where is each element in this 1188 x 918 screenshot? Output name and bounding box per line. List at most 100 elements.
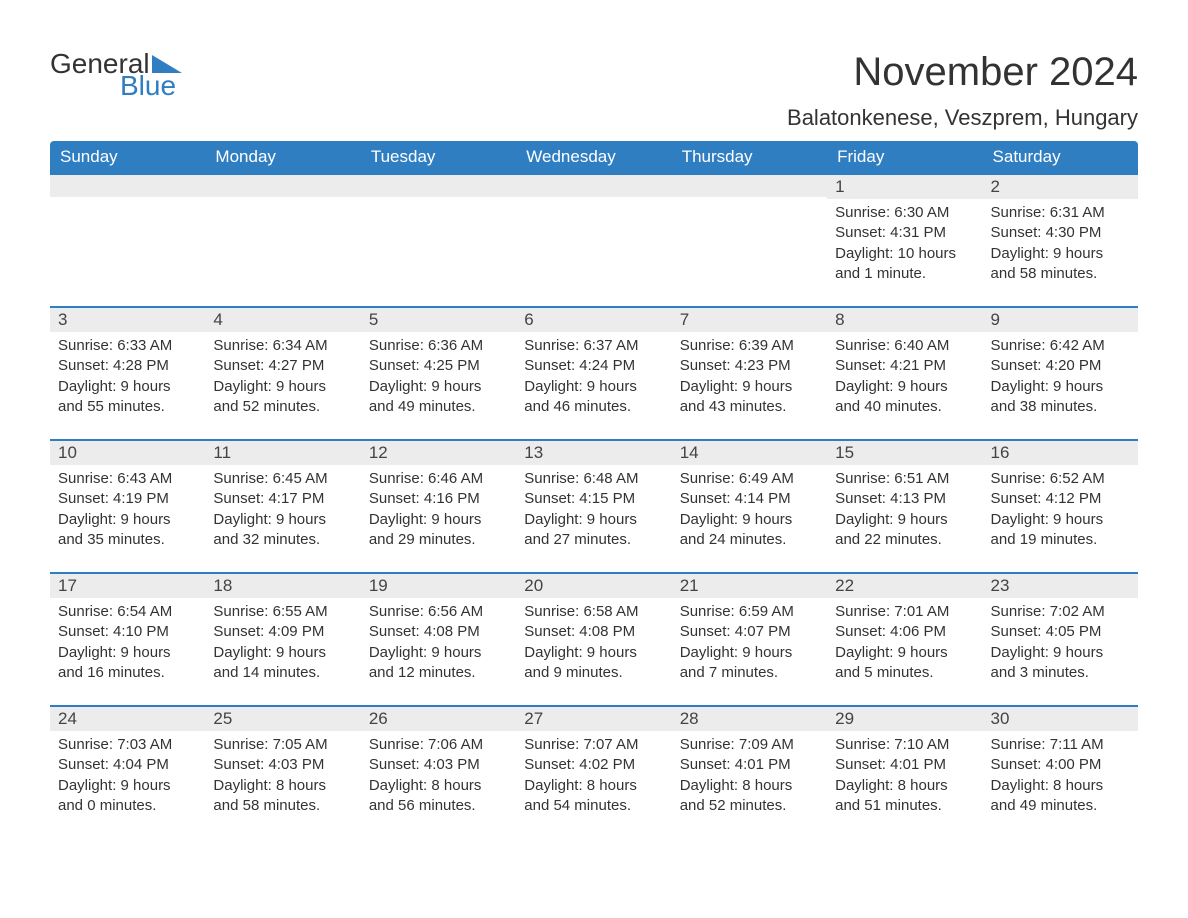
day-cell: 4Sunrise: 6:34 AMSunset: 4:27 PMDaylight… [205,306,360,439]
empty-day-strip [50,173,205,197]
sunset-text: Sunset: 4:20 PM [991,356,1130,376]
sunrise-text: Sunrise: 7:02 AM [991,602,1130,622]
day-cell: 8Sunrise: 6:40 AMSunset: 4:21 PMDaylight… [827,306,982,439]
day-number: 9 [983,308,1138,332]
calendar-cell: 5Sunrise: 6:36 AMSunset: 4:25 PMDaylight… [361,306,516,439]
day-cell: 24Sunrise: 7:03 AMSunset: 4:04 PMDayligh… [50,705,205,838]
sunrise-text: Sunrise: 7:10 AM [835,735,974,755]
sunrise-text: Sunrise: 6:31 AM [991,203,1130,223]
day-number: 27 [516,707,671,731]
calendar-cell: 18Sunrise: 6:55 AMSunset: 4:09 PMDayligh… [205,572,360,705]
empty-day-strip [205,173,360,197]
calendar-cell: 19Sunrise: 6:56 AMSunset: 4:08 PMDayligh… [361,572,516,705]
sunrise-text: Sunrise: 6:37 AM [524,336,663,356]
day-cell: 12Sunrise: 6:46 AMSunset: 4:16 PMDayligh… [361,439,516,572]
day-data: Sunrise: 6:43 AMSunset: 4:19 PMDaylight:… [50,465,205,550]
daylight-text: Daylight: 9 hours and 55 minutes. [58,377,197,418]
calendar-table: SundayMondayTuesdayWednesdayThursdayFrid… [50,141,1138,838]
daylight-text: Daylight: 9 hours and 32 minutes. [213,510,352,551]
calendar-cell: 17Sunrise: 6:54 AMSunset: 4:10 PMDayligh… [50,572,205,705]
day-data: Sunrise: 7:11 AMSunset: 4:00 PMDaylight:… [983,731,1138,816]
day-data: Sunrise: 6:48 AMSunset: 4:15 PMDaylight:… [516,465,671,550]
day-data: Sunrise: 6:52 AMSunset: 4:12 PMDaylight:… [983,465,1138,550]
daylight-text: Daylight: 9 hours and 7 minutes. [680,643,819,684]
logo-text-blue: Blue [120,72,176,100]
empty-day-strip [361,173,516,197]
calendar-cell: 26Sunrise: 7:06 AMSunset: 4:03 PMDayligh… [361,705,516,838]
sunrise-text: Sunrise: 7:05 AM [213,735,352,755]
daylight-text: Daylight: 9 hours and 40 minutes. [835,377,974,418]
sunrise-text: Sunrise: 6:33 AM [58,336,197,356]
calendar-week-row: 17Sunrise: 6:54 AMSunset: 4:10 PMDayligh… [50,572,1138,705]
calendar-cell: 13Sunrise: 6:48 AMSunset: 4:15 PMDayligh… [516,439,671,572]
day-cell: 14Sunrise: 6:49 AMSunset: 4:14 PMDayligh… [672,439,827,572]
calendar-cell: 9Sunrise: 6:42 AMSunset: 4:20 PMDaylight… [983,306,1138,439]
day-number: 30 [983,707,1138,731]
day-header: Tuesday [361,141,516,173]
daylight-text: Daylight: 9 hours and 24 minutes. [680,510,819,551]
daylight-text: Daylight: 9 hours and 43 minutes. [680,377,819,418]
day-cell: 27Sunrise: 7:07 AMSunset: 4:02 PMDayligh… [516,705,671,838]
day-cell: 25Sunrise: 7:05 AMSunset: 4:03 PMDayligh… [205,705,360,838]
sunrise-text: Sunrise: 7:09 AM [680,735,819,755]
day-number: 17 [50,574,205,598]
calendar-cell: 6Sunrise: 6:37 AMSunset: 4:24 PMDaylight… [516,306,671,439]
calendar-cell: 28Sunrise: 7:09 AMSunset: 4:01 PMDayligh… [672,705,827,838]
day-number: 3 [50,308,205,332]
day-header: Thursday [672,141,827,173]
location: Balatonkenese, Veszprem, Hungary [787,105,1138,131]
daylight-text: Daylight: 9 hours and 0 minutes. [58,776,197,817]
daylight-text: Daylight: 9 hours and 19 minutes. [991,510,1130,551]
day-header: Friday [827,141,982,173]
daylight-text: Daylight: 9 hours and 52 minutes. [213,377,352,418]
day-data: Sunrise: 6:58 AMSunset: 4:08 PMDaylight:… [516,598,671,683]
sunrise-text: Sunrise: 7:06 AM [369,735,508,755]
sunrise-text: Sunrise: 6:48 AM [524,469,663,489]
day-number: 19 [361,574,516,598]
sunrise-text: Sunrise: 6:49 AM [680,469,819,489]
day-data: Sunrise: 6:36 AMSunset: 4:25 PMDaylight:… [361,332,516,417]
calendar-cell: 22Sunrise: 7:01 AMSunset: 4:06 PMDayligh… [827,572,982,705]
calendar-cell: 23Sunrise: 7:02 AMSunset: 4:05 PMDayligh… [983,572,1138,705]
day-number: 26 [361,707,516,731]
calendar-cell: 10Sunrise: 6:43 AMSunset: 4:19 PMDayligh… [50,439,205,572]
day-number: 2 [983,175,1138,199]
daylight-text: Daylight: 9 hours and 9 minutes. [524,643,663,684]
calendar-cell: 2Sunrise: 6:31 AMSunset: 4:30 PMDaylight… [983,173,1138,306]
sunset-text: Sunset: 4:31 PM [835,223,974,243]
sunrise-text: Sunrise: 7:03 AM [58,735,197,755]
day-number: 12 [361,441,516,465]
calendar-cell: 25Sunrise: 7:05 AMSunset: 4:03 PMDayligh… [205,705,360,838]
daylight-text: Daylight: 8 hours and 54 minutes. [524,776,663,817]
calendar-cell: 4Sunrise: 6:34 AMSunset: 4:27 PMDaylight… [205,306,360,439]
sunset-text: Sunset: 4:13 PM [835,489,974,509]
day-cell: 11Sunrise: 6:45 AMSunset: 4:17 PMDayligh… [205,439,360,572]
day-data: Sunrise: 6:34 AMSunset: 4:27 PMDaylight:… [205,332,360,417]
daylight-text: Daylight: 9 hours and 22 minutes. [835,510,974,551]
sunset-text: Sunset: 4:00 PM [991,755,1130,775]
sunrise-text: Sunrise: 6:34 AM [213,336,352,356]
daylight-text: Daylight: 8 hours and 51 minutes. [835,776,974,817]
calendar-week-row: 24Sunrise: 7:03 AMSunset: 4:04 PMDayligh… [50,705,1138,838]
sunset-text: Sunset: 4:30 PM [991,223,1130,243]
day-cell: 3Sunrise: 6:33 AMSunset: 4:28 PMDaylight… [50,306,205,439]
day-data: Sunrise: 6:31 AMSunset: 4:30 PMDaylight:… [983,199,1138,284]
day-number: 28 [672,707,827,731]
day-number: 14 [672,441,827,465]
sunset-text: Sunset: 4:21 PM [835,356,974,376]
sunset-text: Sunset: 4:19 PM [58,489,197,509]
sunrise-text: Sunrise: 6:59 AM [680,602,819,622]
day-number: 16 [983,441,1138,465]
day-data: Sunrise: 6:42 AMSunset: 4:20 PMDaylight:… [983,332,1138,417]
day-header: Wednesday [516,141,671,173]
sunrise-text: Sunrise: 6:55 AM [213,602,352,622]
daylight-text: Daylight: 9 hours and 14 minutes. [213,643,352,684]
day-number: 23 [983,574,1138,598]
day-number: 13 [516,441,671,465]
sunrise-text: Sunrise: 7:11 AM [991,735,1130,755]
daylight-text: Daylight: 9 hours and 5 minutes. [835,643,974,684]
day-data: Sunrise: 6:37 AMSunset: 4:24 PMDaylight:… [516,332,671,417]
calendar-week-row: 3Sunrise: 6:33 AMSunset: 4:28 PMDaylight… [50,306,1138,439]
sunrise-text: Sunrise: 6:42 AM [991,336,1130,356]
daylight-text: Daylight: 9 hours and 29 minutes. [369,510,508,551]
